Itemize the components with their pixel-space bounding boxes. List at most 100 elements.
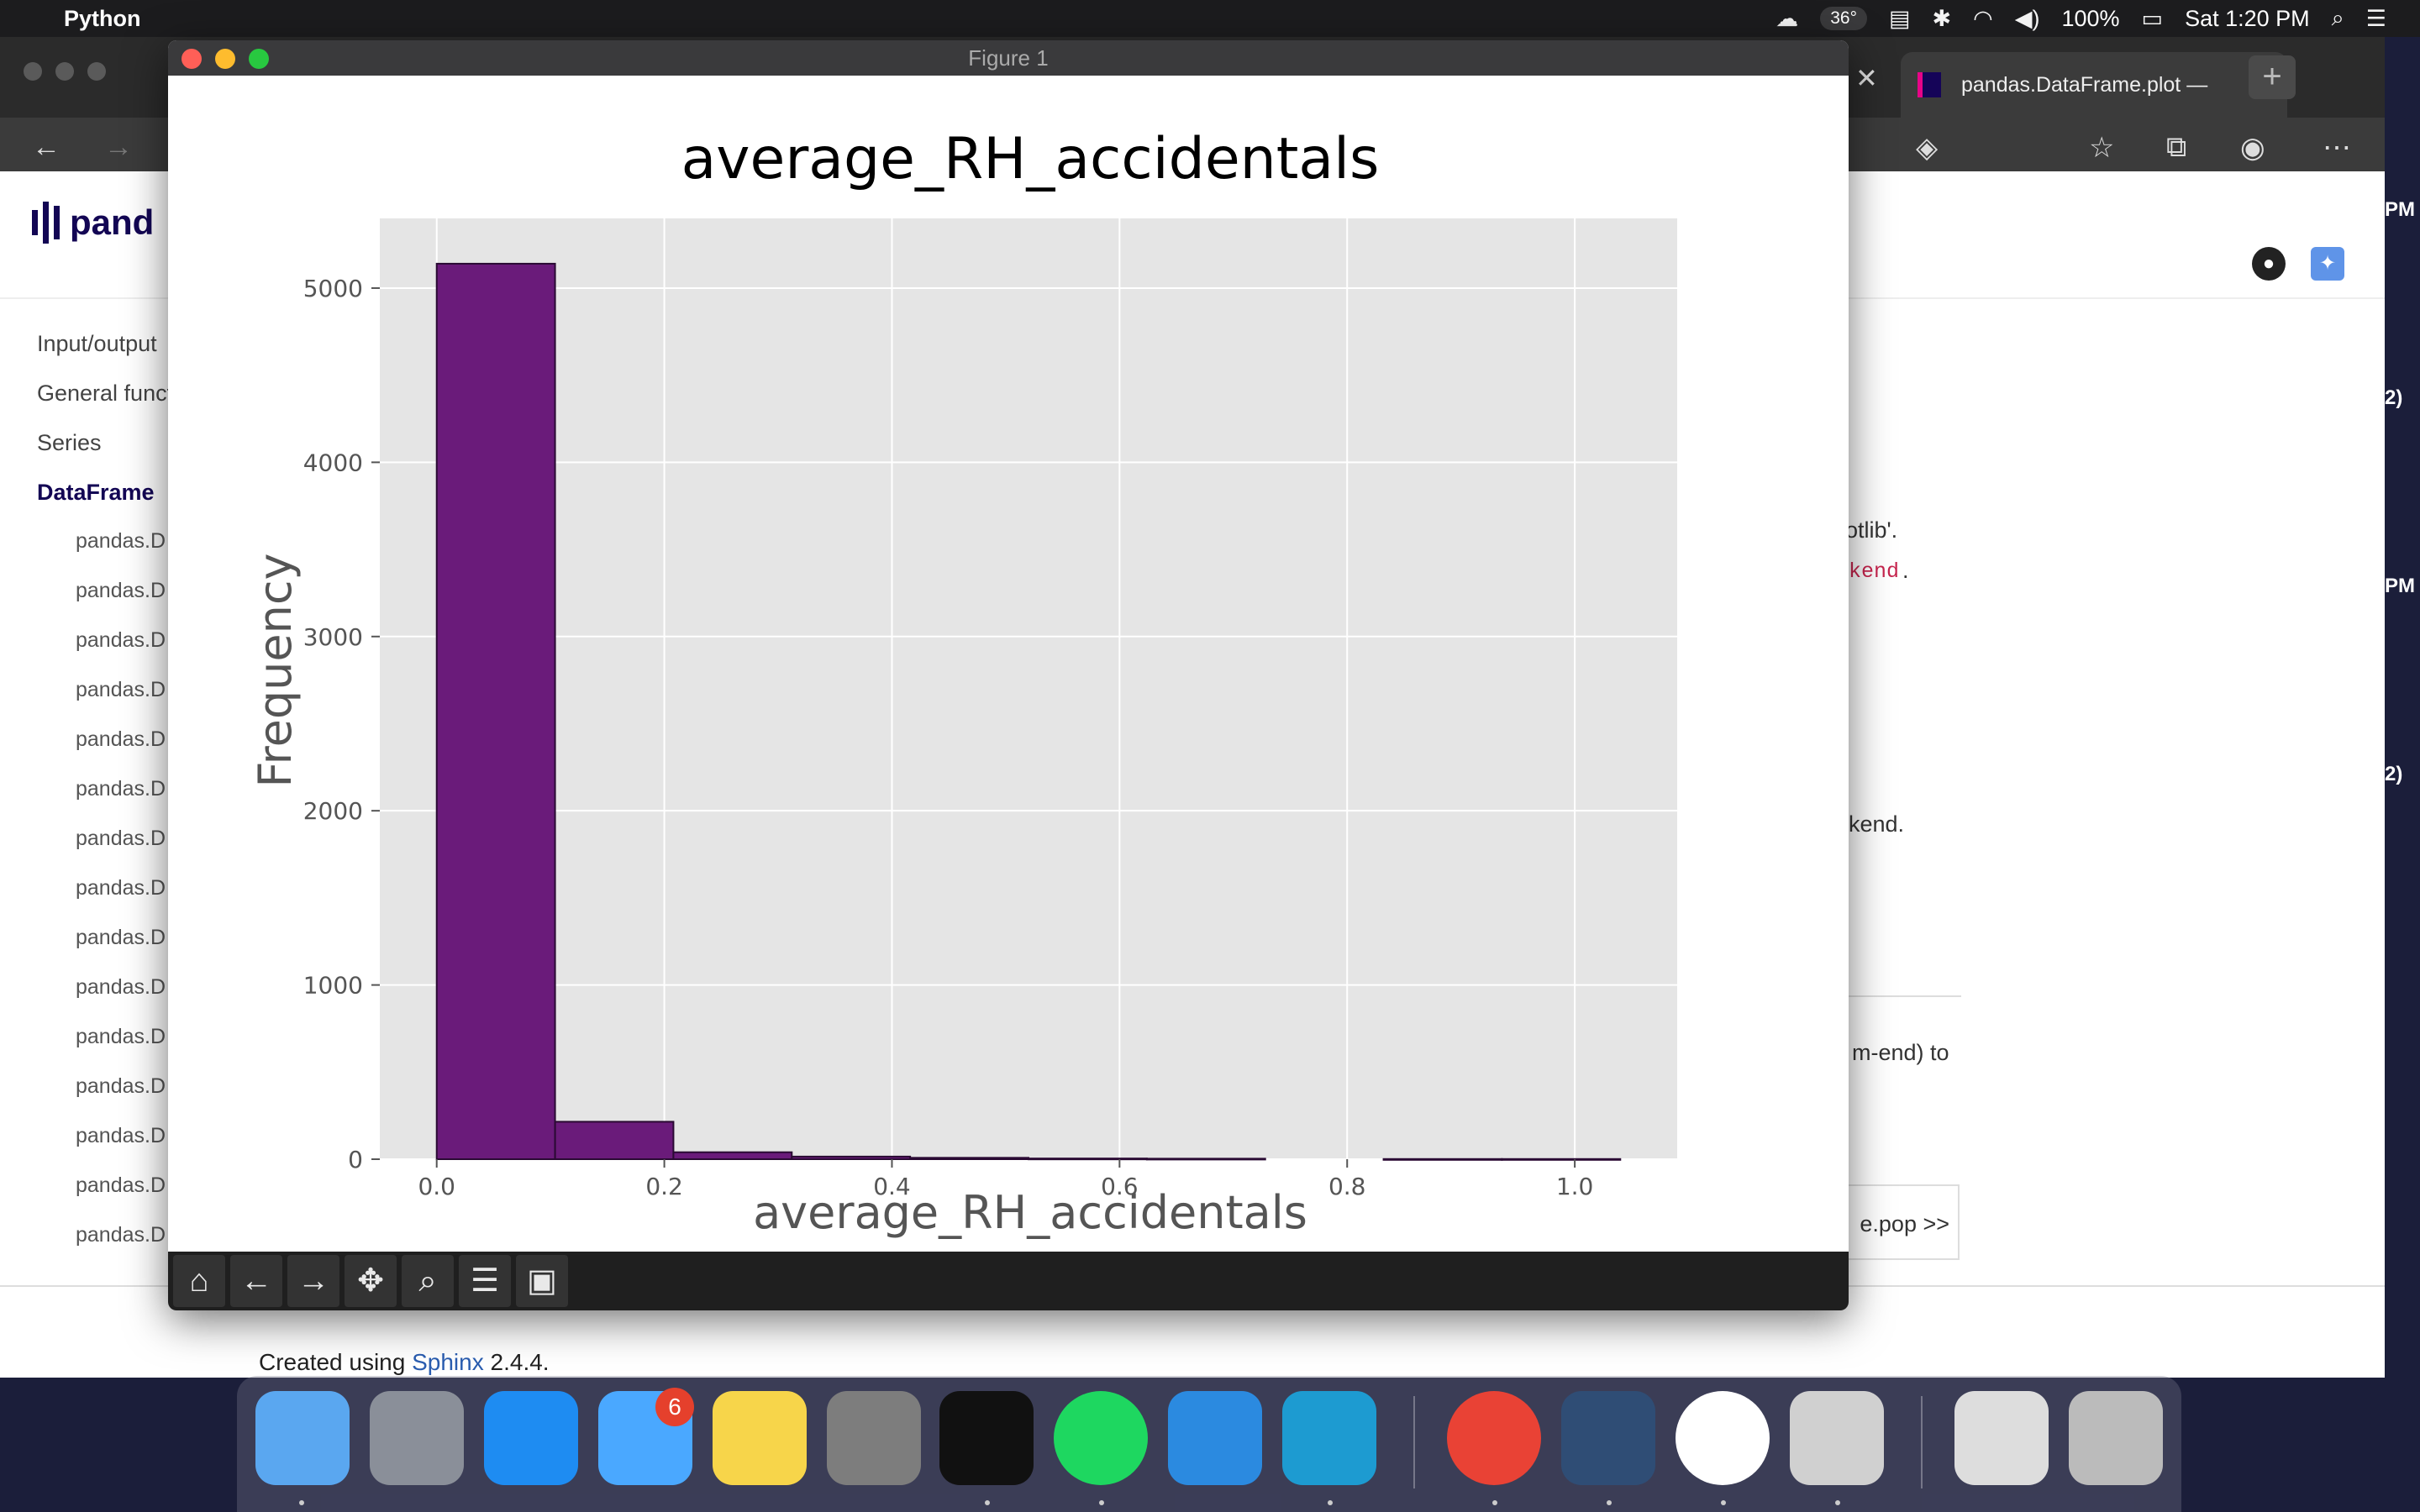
running-indicator: [1492, 1500, 1497, 1505]
flag-icon[interactable]: ▤: [1889, 5, 1911, 31]
sidebar-item-dataframe[interactable]: DataFrame: [37, 480, 155, 505]
menu-bar: Python ☁ 36° ▤ ✱ ◠ ◀) 100% ▭ Sat 1:20 PM…: [0, 0, 2420, 37]
save-icon[interactable]: ▣: [516, 1255, 568, 1307]
zoom-button[interactable]: [249, 49, 269, 69]
edge-icon[interactable]: [1282, 1391, 1376, 1485]
close-button[interactable]: [182, 49, 202, 69]
sidebar-subitem[interactable]: pandas.D: [76, 628, 166, 652]
tab-pandas-plot[interactable]: pandas.DataFrame.plot — ✕: [1901, 52, 2287, 118]
more-icon[interactable]: ⋯: [2323, 132, 2351, 164]
matplotlib-toolbar: ⌂ ← → ✥ ⌕ ☰ ▣: [168, 1252, 1849, 1310]
doc-text-period: .: [1902, 558, 1909, 583]
spotlight-icon[interactable]: ⌕: [2331, 5, 2344, 30]
python-launcher-icon[interactable]: [1790, 1391, 1884, 1485]
mongodb-compass-icon[interactable]: [1676, 1391, 1770, 1485]
minimize-button[interactable]: [215, 49, 235, 69]
system-preferences-icon[interactable]: [827, 1391, 921, 1485]
temperature-badge[interactable]: 36°: [1820, 7, 1868, 30]
histogram-bar: [1145, 1158, 1266, 1161]
y-tick-label: 4000: [303, 449, 363, 476]
sphinx-link[interactable]: Sphinx: [412, 1349, 484, 1375]
downloads-stack-icon[interactable]: [1954, 1391, 2049, 1485]
sidebar-subitem[interactable]: pandas.D: [76, 727, 166, 751]
app-name[interactable]: Python: [64, 5, 141, 31]
sidebar-subitem[interactable]: pandas.D: [76, 529, 166, 553]
running-indicator: [1328, 1500, 1333, 1505]
forward-icon[interactable]: →: [104, 131, 133, 163]
figure-canvas[interactable]: 0.0 0.2 0.4 0.6 0.8 1.0 0 1000 2000 3000 4000 5000 a…: [168, 76, 1849, 1252]
sidebar-subitem[interactable]: pandas.D: [76, 975, 166, 999]
pandas-logo[interactable]: pand: [32, 202, 154, 244]
sidebar-subitem[interactable]: pandas.D: [76, 678, 166, 701]
volume-icon[interactable]: ◀): [2014, 5, 2040, 31]
clock[interactable]: Sat 1:20 PM: [2185, 5, 2310, 31]
extension-icon[interactable]: ◈: [1916, 132, 1939, 164]
terminal-icon[interactable]: [939, 1391, 1034, 1485]
figure-titlebar: Figure 1: [168, 40, 1849, 76]
sidebar-item-input-output[interactable]: Input/output: [37, 331, 157, 356]
x-tick-label: 0.0: [418, 1173, 455, 1200]
sidebar-subitem[interactable]: pandas.D: [76, 876, 166, 900]
status-items: ☁ 36° ▤ ✱ ◠ ◀) 100% ▭ Sat 1:20 PM ⌕ ☰: [1776, 5, 2386, 32]
bluetooth-icon[interactable]: ✱: [1932, 5, 1952, 31]
launchpad-icon[interactable]: [370, 1391, 464, 1485]
plot-area: [380, 218, 1677, 1159]
window-minimize-button[interactable]: [55, 62, 74, 81]
back-icon[interactable]: ←: [32, 131, 60, 163]
sidebar-subitem[interactable]: pandas.D: [76, 827, 166, 850]
figure-window: Figure 1 0.0 0.2 0.4 0.6 0.8 1.0 0 1000 2000 3000…: [168, 40, 1849, 1310]
pan-icon[interactable]: ✥: [345, 1255, 397, 1307]
sidebar-subitem[interactable]: pandas.D: [76, 1223, 166, 1247]
sidebar-subitems: pandas.D pandas.D pandas.D pandas.D pandas.D…: [37, 529, 215, 1273]
sidebar-subitem[interactable]: pandas.D: [76, 1025, 166, 1048]
footer-suffix: 2.4.4.: [483, 1349, 550, 1375]
vscode-icon[interactable]: [1168, 1391, 1262, 1485]
mysql-workbench-icon[interactable]: [1561, 1391, 1655, 1485]
configure-icon[interactable]: ☰: [459, 1255, 511, 1307]
finder-icon[interactable]: [255, 1391, 350, 1485]
sidebar-subitem[interactable]: pandas.D: [76, 1173, 166, 1197]
doc-code-link[interactable]: kend: [1849, 559, 1900, 584]
notes-icon[interactable]: [713, 1391, 807, 1485]
zoom-icon[interactable]: ⌕: [402, 1255, 454, 1307]
sidebar-item-series[interactable]: Series: [37, 430, 102, 455]
window-close-button[interactable]: [24, 62, 42, 81]
sidebar-subitem[interactable]: pandas.D: [76, 926, 166, 949]
spotify-icon[interactable]: [1054, 1391, 1148, 1485]
battery-text[interactable]: 100%: [2061, 5, 2120, 31]
back-icon[interactable]: ←: [230, 1255, 282, 1307]
wifi-icon[interactable]: ◠: [1973, 5, 1993, 31]
profile-icon[interactable]: ◉: [2240, 132, 2265, 164]
twitter-icon[interactable]: ✦: [2311, 247, 2344, 281]
trash-icon[interactable]: [2069, 1391, 2163, 1485]
safari-icon[interactable]: [484, 1391, 578, 1485]
x-axis-label: average_RH_accidentals: [753, 1186, 1307, 1239]
control-center-icon[interactable]: ☰: [2365, 5, 2386, 31]
x-tick-label: 1.0: [1556, 1173, 1594, 1200]
clipped-text: 2): [2385, 763, 2403, 785]
x-tick-label: 0.2: [645, 1173, 683, 1200]
next-page-link[interactable]: e.pop >>: [1840, 1184, 1960, 1260]
home-icon[interactable]: ⌂: [173, 1255, 225, 1307]
sidebar-subitem[interactable]: pandas.D: [76, 1074, 166, 1098]
running-indicator: [985, 1500, 990, 1505]
chrome-icon[interactable]: [1447, 1391, 1541, 1485]
sidebar-subitem[interactable]: pandas.D: [76, 777, 166, 801]
new-tab-button[interactable]: +: [2249, 55, 2296, 99]
x-tick-label: 0.6: [1101, 1173, 1139, 1200]
chart-title: average_RH_accidentals: [681, 126, 1380, 192]
sidebar-subitem[interactable]: pandas.D: [76, 1124, 166, 1147]
window-zoom-button[interactable]: [87, 62, 106, 81]
clipped-text: 2): [2385, 386, 2403, 409]
creative-cloud-icon[interactable]: ☁: [1776, 5, 1799, 31]
collections-icon[interactable]: ⧉: [2166, 131, 2187, 163]
tab-close-icon[interactable]: ✕: [1855, 63, 1878, 93]
histogram-bar: [791, 1155, 912, 1161]
github-icon[interactable]: ●: [2252, 247, 2286, 281]
favorites-icon[interactable]: ☆: [2089, 132, 2115, 164]
y-tick-label: 1000: [303, 972, 363, 1000]
sidebar-subitem[interactable]: pandas.D: [76, 579, 166, 602]
forward-icon[interactable]: →: [287, 1255, 339, 1307]
messages-badge: 6: [655, 1388, 694, 1426]
battery-icon[interactable]: ▭: [2141, 5, 2164, 31]
